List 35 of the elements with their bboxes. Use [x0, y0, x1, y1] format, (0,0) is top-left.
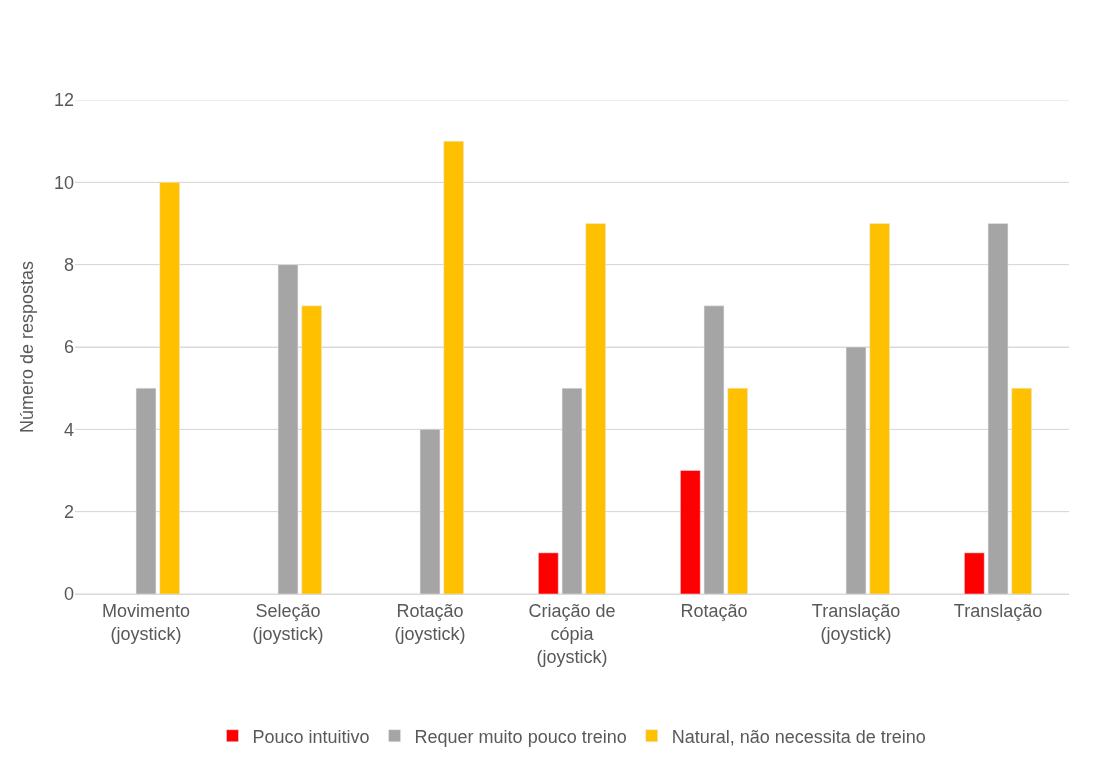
legend-label: Pouco intuitivo	[252, 726, 370, 747]
bar	[585, 223, 606, 594]
legend-label: Requer muito pouco treino	[414, 726, 627, 747]
legend-label: Natural, não necessita de treino	[671, 726, 926, 747]
y-tick-label: 0	[63, 584, 74, 605]
bar	[845, 346, 867, 594]
bar	[561, 387, 583, 594]
x-tick-label: Translação	[953, 600, 1043, 621]
x-tick-label: Translação (joystick)	[811, 600, 901, 644]
y-tick-label: 6	[63, 337, 74, 358]
bar	[301, 305, 322, 594]
bar	[443, 140, 464, 594]
y-axis-title: Número de respostas	[17, 260, 38, 434]
y-tick-label: 8	[63, 254, 74, 275]
bar	[869, 223, 890, 594]
x-tick-label: Rotação	[680, 600, 748, 621]
bar	[703, 305, 725, 594]
x-tick-label: Rotação (joystick)	[394, 600, 466, 644]
bar	[727, 387, 748, 594]
y-tick-label: 12	[53, 90, 74, 111]
bar	[419, 429, 441, 594]
bar	[135, 387, 157, 594]
bar	[159, 182, 180, 594]
x-tick-label: Criação de cópia (joystick)	[528, 600, 616, 668]
y-tick-label: 4	[63, 419, 74, 440]
x-tick-label: Seleção (joystick)	[252, 600, 324, 644]
bar	[680, 470, 701, 594]
bar	[964, 552, 985, 594]
bar	[1011, 387, 1032, 594]
bar	[538, 552, 559, 594]
bar	[277, 264, 299, 594]
y-tick-label: 2	[63, 501, 74, 522]
x-tick-label: Movimento (joystick)	[101, 600, 191, 644]
bar	[987, 223, 1009, 594]
y-tick-label: 10	[53, 172, 74, 193]
